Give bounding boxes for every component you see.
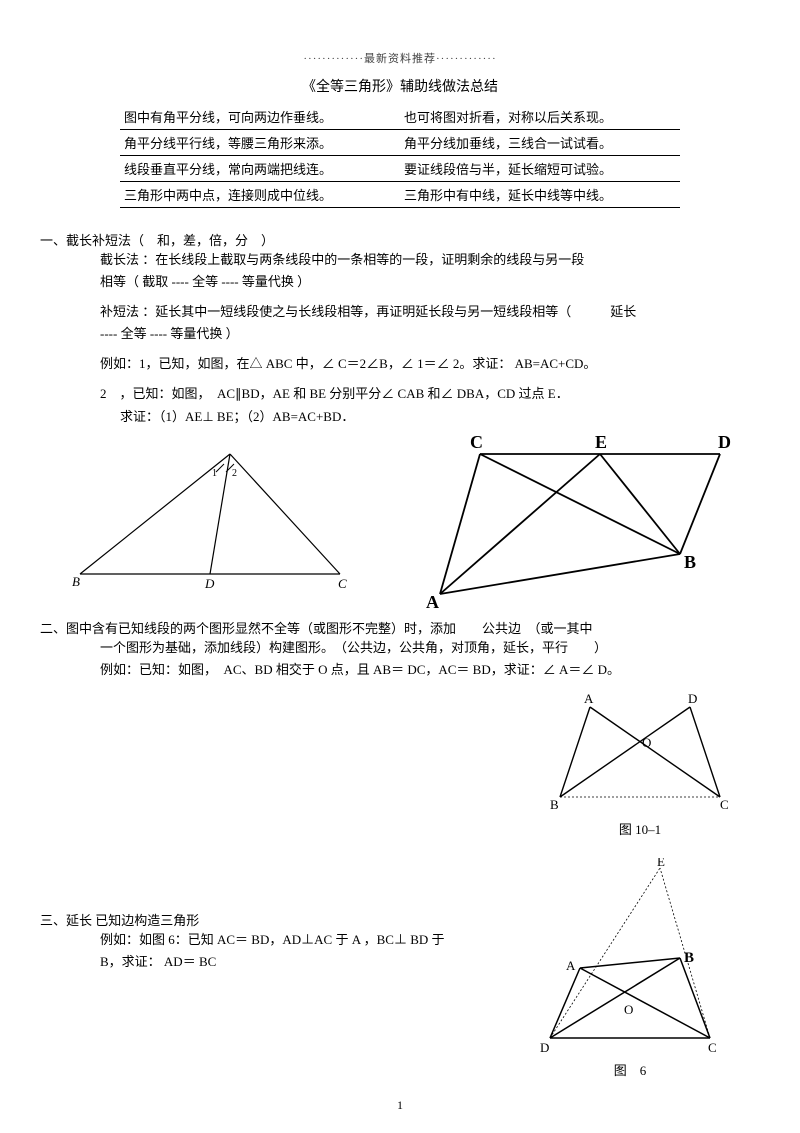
fig4-C: C	[708, 1040, 717, 1055]
fig2-A: A	[426, 592, 439, 612]
poem-cell: 三角形中有中线，延长中线等中线。	[400, 182, 680, 208]
figure-4-wrap: E A B D C O 图 6	[520, 858, 740, 1079]
figure-3-wrap: A D B C O 图 10–1	[540, 687, 740, 838]
section-1-head: 一、截长补短法（ 和，差，倍，分 ）	[40, 230, 740, 249]
section-3-head: 三、延长 已知边构造三角形	[40, 910, 520, 929]
doc-title: 《全等三角形》辅助线做法总结	[60, 76, 740, 96]
fig3-A: A	[584, 691, 594, 706]
fig2-C: C	[470, 434, 483, 452]
section-2-head: 二、图中含有已知线段的两个图形显然不全等（或图形不完整）时，添加 公共边 （或一…	[40, 618, 740, 637]
poem-cell: 三角形中两中点，连接则成中位线。	[120, 182, 400, 208]
header-banner: ·············最新资料推荐·············	[60, 50, 740, 66]
sec1-p2a: 补短法 ：延长其中一短线段使之与长线段相等，再证明延长段与另一短线段相等（ 延长	[100, 301, 740, 323]
sec2-p1: 一个图形为基础，添加线段）构建图形。 （公共边，公共角，对顶角，延长，平行 ）	[100, 637, 740, 659]
fig1-1: 1	[212, 468, 217, 479]
figure-triangle-1: B D C 1 2	[60, 434, 360, 594]
poem-table: 图中有角平分线，可向两边作垂线。 也可将图对折看，对称以后关系现。 角平分线平行…	[120, 104, 680, 208]
poem-cell: 要证线段倍与半，延长缩短可试验。	[400, 156, 680, 182]
poem-cell: 角平分线加垂线，三线合一试试看。	[400, 130, 680, 156]
figure-x-3: A D B C O	[540, 687, 740, 817]
fig2-B: B	[684, 552, 696, 572]
fig1-D: D	[204, 576, 215, 591]
fig2-D: D	[718, 434, 731, 452]
fig2-E: E	[595, 434, 607, 452]
sec1-ex2b: 求证：（1）AE⊥ BE；（2）AB=AC+BD．	[120, 406, 740, 428]
fig3-O: O	[642, 735, 651, 750]
poem-cell: 图中有角平分线，可向两边作垂线。	[120, 104, 400, 130]
section-2: 二、图中含有已知线段的两个图形显然不全等（或图形不完整）时，添加 公共边 （或一…	[60, 618, 740, 681]
fig1-B: B	[72, 574, 80, 589]
sec1-p2b: ---- 全等 ---- 等量代换 ）	[100, 323, 740, 345]
figure-row-1: B D C 1 2 C E D B A	[60, 434, 740, 614]
fig3-caption: 图 10–1	[540, 819, 740, 838]
section-3: 三、延长 已知边构造三角形 例如：如图 6：已知 AC＝ BD，AD⊥AC 于 …	[60, 910, 520, 973]
sec2-p2: 例如：已知：如图， AC、BD 相交于 O 点，且 AB＝ DC，AC＝ BD，…	[100, 659, 740, 681]
poem-cell: 角平分线平行线，等腰三角形来添。	[120, 130, 400, 156]
fig3-D: D	[688, 691, 697, 706]
poem-cell: 线段垂直平分线，常向两端把线连。	[120, 156, 400, 182]
fig4-O: O	[624, 1002, 633, 1017]
sec1-ex1: 例如：1，已知，如图，在△ ABC 中，∠ C＝2∠B，∠ 1＝∠ 2。求证： …	[100, 353, 740, 375]
fig1-2: 2	[232, 468, 237, 479]
fig4-E: E	[657, 858, 665, 869]
fig4-A: A	[566, 958, 576, 973]
fig1-C: C	[338, 576, 347, 591]
figure-quad-2: C E D B A	[420, 434, 740, 614]
sec3-p2: B，求证： AD＝ BC	[100, 951, 520, 973]
poem-cell: 也可将图对折看，对称以后关系现。	[400, 104, 680, 130]
sec3-p1: 例如：如图 6：已知 AC＝ BD，AD⊥AC 于 A ，BC⊥ BD 于	[100, 929, 520, 951]
fig4-B: B	[684, 950, 694, 966]
fig4-caption: 图 6	[520, 1060, 740, 1079]
sec1-p1a: 截长法 ：在长线段上截取与两条线段中的一条相等的一段，证明剩余的线段与另一段	[100, 249, 740, 271]
fig4-D: D	[540, 1040, 549, 1055]
fig3-B: B	[550, 797, 559, 812]
sec1-p1b: 相等（ 截取 ---- 全等 ---- 等量代换 ）	[100, 271, 740, 293]
page-number: 1	[397, 1098, 403, 1113]
fig3-C: C	[720, 797, 729, 812]
sec1-ex2a: 2 ，已知：如图， AC∥BD，AE 和 BE 分别平分∠ CAB 和∠ DBA…	[100, 383, 740, 405]
section-1: 一、截长补短法（ 和，差，倍，分 ） 截长法 ：在长线段上截取与两条线段中的一条…	[60, 230, 740, 428]
figure-4: E A B D C O	[520, 858, 740, 1058]
